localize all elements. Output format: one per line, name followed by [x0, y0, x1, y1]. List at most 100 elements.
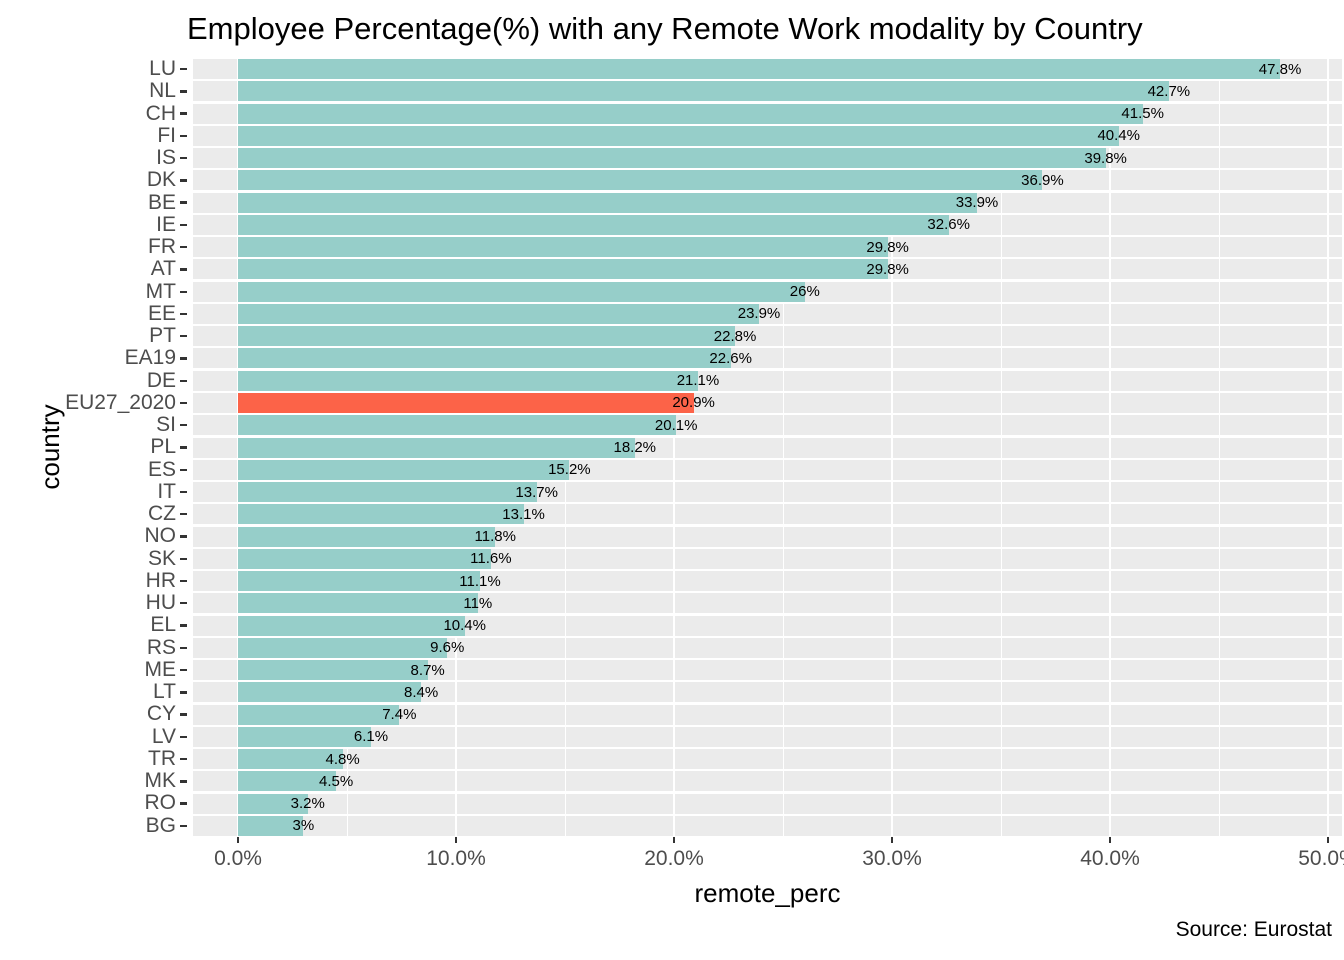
y-tick-label-SI: SI — [156, 413, 176, 437]
y-tick-label-AT: AT — [150, 257, 176, 281]
y-tick-mark — [180, 223, 187, 227]
row-strip: 36.9% — [193, 170, 1342, 191]
y-tick-mark — [180, 757, 187, 761]
y-tick-mark — [180, 513, 187, 516]
x-tick-label: 10.0% — [426, 847, 486, 870]
bar-TR — [238, 749, 343, 770]
bar-value-label: 18.2% — [613, 439, 657, 456]
row-strip: 6.1% — [193, 726, 1342, 747]
bar-ME — [238, 660, 428, 681]
bar-CH — [238, 103, 1143, 124]
bar-value-label: 13.1% — [502, 505, 545, 523]
y-tick-mark — [180, 112, 187, 115]
y-tick-mark — [180, 134, 187, 138]
bar-value-label: 42.7% — [1147, 82, 1191, 100]
bar-EE — [238, 303, 760, 324]
x-tick-mark — [1108, 837, 1112, 843]
bar-EA19 — [238, 348, 731, 369]
bar-NO — [238, 526, 496, 547]
y-tick-mark — [180, 245, 187, 249]
y-tick-label-RO: RO — [144, 791, 177, 815]
bar-IS — [238, 148, 1106, 169]
y-tick-mark — [180, 557, 187, 560]
y-tick-label-DK: DK — [146, 168, 176, 192]
bar-CZ — [238, 504, 524, 525]
row-strip: 18.2% — [193, 437, 1342, 458]
bar-value-label: 9.6% — [430, 639, 465, 657]
row-strip: 10.4% — [193, 615, 1342, 636]
bar-RS — [238, 637, 448, 658]
bar-value-label: 22.6% — [709, 349, 752, 367]
row-strip: 15.2% — [193, 459, 1342, 480]
bar-value-label: 29.8% — [866, 260, 909, 278]
bar-value-label: 36.9% — [1021, 171, 1064, 189]
y-tick-mark — [180, 735, 187, 739]
bar-value-label: 13.7% — [515, 483, 558, 501]
y-tick-mark — [180, 312, 187, 316]
y-tick-mark — [180, 579, 187, 583]
bar-value-label: 11.8% — [474, 528, 516, 546]
row-strip: 4.5% — [193, 771, 1342, 792]
row-strip: 22.8% — [193, 326, 1342, 347]
y-tick-mark — [180, 379, 187, 382]
y-tick-label-CZ: CZ — [148, 502, 176, 526]
row-strip: 47.8% — [193, 59, 1342, 80]
y-tick-label-LV: LV — [151, 724, 176, 748]
y-tick-label-IS: IS — [156, 146, 176, 170]
y-tick-mark — [180, 824, 187, 828]
y-tick-mark — [180, 646, 187, 649]
bar-value-label: 20.9% — [672, 394, 715, 412]
row-strip: 40.4% — [193, 125, 1342, 146]
y-tick-label-DE: DE — [146, 368, 176, 392]
y-tick-label-CH: CH — [145, 101, 176, 125]
bar-value-label: 7.4% — [382, 706, 417, 724]
bar-EU27_2020 — [238, 392, 694, 413]
bar-value-label: 40.4% — [1097, 127, 1140, 145]
y-tick-mark — [180, 179, 187, 182]
bar-value-label: 26% — [789, 283, 820, 301]
row-strip: 11.1% — [193, 571, 1342, 592]
plot-panel: 47.8% 42.7% 41.5% 40.4% 39.8% 36.9% 33.9% 32.6%… — [193, 58, 1342, 837]
bar-IT — [238, 482, 537, 502]
y-tick-mark — [180, 535, 187, 538]
y-tick-mark — [180, 691, 187, 694]
gridline-minor — [1000, 58, 1002, 837]
y-tick-mark — [180, 90, 187, 93]
bar-SI — [238, 415, 677, 436]
row-strip: 9.6% — [193, 637, 1342, 658]
bar-value-label: 47.8% — [1258, 60, 1302, 78]
row-strip: 29.8% — [193, 237, 1342, 258]
bar-value-label: 20.1% — [654, 416, 698, 434]
bar-value-label: 4.5% — [318, 772, 354, 790]
bar-MT — [238, 281, 805, 302]
y-tick-mark — [180, 624, 187, 627]
bar-value-label: 41.5% — [1121, 105, 1164, 123]
row-strip: 11.8% — [193, 526, 1342, 547]
bar-PT — [238, 326, 736, 347]
bar-ES — [238, 459, 570, 480]
y-tick-label-EA19: EA19 — [124, 346, 176, 370]
y-tick-label-ES: ES — [147, 457, 176, 481]
y-tick-label-RS: RS — [146, 635, 176, 659]
bar-value-label: 8.7% — [410, 661, 445, 679]
gridline-major — [891, 58, 893, 837]
x-tick-mark — [672, 837, 676, 843]
row-strip: 3% — [193, 815, 1342, 836]
y-tick-mark — [180, 201, 187, 204]
bar-value-label: 4.8% — [325, 750, 360, 768]
x-axis-title: remote_perc — [694, 878, 841, 908]
y-tick-label-EL: EL — [150, 613, 176, 637]
y-tick-label-NL: NL — [149, 79, 176, 103]
row-strip: 41.5% — [193, 103, 1342, 124]
y-tick-mark — [180, 156, 187, 160]
row-strip: 8.7% — [193, 660, 1342, 681]
y-tick-label-LU: LU — [149, 57, 176, 80]
y-tick-label-PT: PT — [149, 324, 176, 348]
row-strip: 20.1% — [193, 415, 1342, 436]
x-tick-label: 20.0% — [644, 847, 704, 870]
y-tick-label-HU: HU — [145, 591, 176, 615]
bar-FR — [238, 237, 888, 258]
y-tick-label-IT: IT — [157, 479, 176, 503]
bar-LU — [238, 59, 1281, 80]
